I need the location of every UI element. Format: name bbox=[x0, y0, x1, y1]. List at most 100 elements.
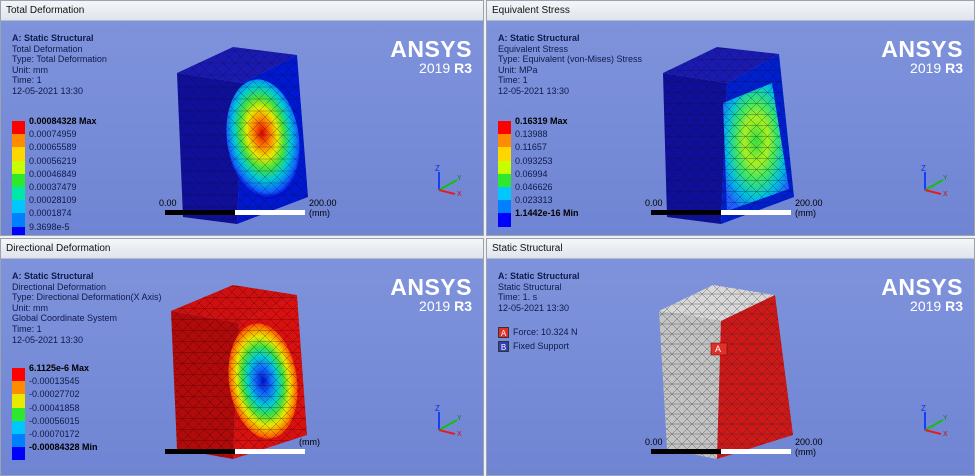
force-marker-icon: A bbox=[498, 327, 509, 339]
mesh-overlay bbox=[177, 47, 308, 224]
boundary-conditions: A Force: 10.324 N B Fixed Support bbox=[498, 326, 578, 354]
panel-directional-deformation[interactable]: Directional Deformation A: Static Struct… bbox=[0, 238, 484, 476]
graphics-viewport[interactable]: A: Static Structural Directional Deforma… bbox=[1, 259, 483, 475]
legend-swatch bbox=[498, 121, 511, 135]
info-line: Time: 1. s bbox=[498, 292, 538, 303]
scale-end: 200.00 (mm) bbox=[795, 437, 823, 457]
ansys-logo: ANSYS 2019 R3 bbox=[881, 36, 963, 77]
panel-equivalent-stress[interactable]: Equivalent Stress A: Static Structural E… bbox=[486, 0, 975, 236]
legend-swatch bbox=[498, 213, 511, 227]
directional-model[interactable] bbox=[1, 259, 484, 476]
support-marker-icon: B bbox=[498, 341, 509, 353]
panel-static-structural[interactable]: Static Structural A: Static Structural S… bbox=[486, 238, 975, 476]
deformed-model[interactable] bbox=[1, 21, 484, 236]
structural-model[interactable]: A bbox=[487, 259, 975, 476]
legend-label: 0.06994 bbox=[515, 168, 548, 179]
x-axis-label: X bbox=[943, 431, 948, 438]
panel-title: Total Deformation bbox=[1, 1, 483, 21]
legend-label: -0.00084328 Min bbox=[29, 442, 98, 453]
info-line: 12-05-2021 13:30 bbox=[12, 334, 84, 345]
legend-label: 1.1442e-16 Min bbox=[515, 208, 579, 219]
legend-label: 0.00074959 bbox=[29, 129, 77, 140]
legend-label: 9.3698e-5 bbox=[29, 221, 70, 232]
legend-swatch bbox=[12, 200, 25, 214]
info-line: Unit: MPa bbox=[498, 64, 538, 75]
legend-swatch bbox=[12, 147, 25, 161]
y-axis-label: Y bbox=[457, 415, 462, 422]
coordinate-triad[interactable]: Z Y X bbox=[431, 164, 465, 198]
legend-label: 0.00037479 bbox=[29, 181, 77, 192]
legend-label: 0.023313 bbox=[515, 195, 553, 206]
legend-label: 0.046626 bbox=[515, 181, 553, 192]
graphics-viewport[interactable]: A: Static Structural Equivalent Stress T… bbox=[487, 21, 974, 235]
brand-name: ANSYS bbox=[390, 274, 472, 300]
scale-end: 200.00 (mm) bbox=[795, 198, 823, 218]
analysis-heading: A: Static Structural bbox=[498, 33, 580, 43]
graphics-viewport[interactable]: A: Static Structural Total Deformation T… bbox=[1, 21, 483, 235]
force-tag-icon[interactable] bbox=[710, 342, 728, 356]
scale-end: 200.00 (mm) bbox=[309, 198, 337, 218]
legend-label: -0.00070172 bbox=[29, 428, 80, 439]
bc-fixed-support[interactable]: B Fixed Support bbox=[498, 340, 578, 354]
legend-swatch bbox=[12, 160, 25, 174]
scale-start: 0.00 bbox=[645, 437, 663, 447]
y-axis-label: Y bbox=[943, 175, 948, 182]
legend-label: 0.16319 Max bbox=[515, 116, 568, 126]
brand-name: ANSYS bbox=[390, 36, 472, 62]
info-line: Type: Equivalent (von-Mises) Stress bbox=[498, 54, 643, 65]
info-line: Unit: mm bbox=[12, 64, 48, 75]
legend-swatch bbox=[498, 147, 511, 161]
z-axis-label: Z bbox=[435, 404, 440, 413]
brand-version: 2019 R3 bbox=[419, 298, 472, 314]
x-axis-label: X bbox=[457, 431, 462, 438]
brand-version: 2019 R3 bbox=[419, 60, 472, 76]
analysis-heading: A: Static Structural bbox=[12, 33, 94, 43]
brand-name: ANSYS bbox=[881, 36, 963, 62]
legend-swatch bbox=[12, 368, 25, 382]
info-line: 12-05-2021 13:30 bbox=[12, 85, 84, 96]
z-axis-label: Z bbox=[921, 404, 926, 413]
y-axis-label: Y bbox=[457, 175, 462, 182]
legend-label: 0.00084328 Max bbox=[29, 116, 97, 126]
graphics-viewport[interactable]: A: Static Structural Static Structural T… bbox=[487, 259, 974, 475]
legend-label: 0.00028109 bbox=[29, 195, 77, 206]
analysis-heading: A: Static Structural bbox=[12, 271, 94, 281]
legend-label: 0.093253 bbox=[515, 155, 553, 166]
coordinate-triad[interactable]: Z Y X bbox=[917, 404, 951, 438]
bc-force[interactable]: A Force: 10.324 N bbox=[498, 326, 578, 340]
result-info: A: Static Structural Static Structural T… bbox=[498, 271, 580, 313]
panel-title: Static Structural bbox=[487, 239, 974, 259]
info-line: 12-05-2021 13:30 bbox=[498, 302, 570, 313]
analysis-heading: A: Static Structural bbox=[498, 271, 580, 281]
z-axis-label: Z bbox=[921, 164, 926, 173]
y-axis-label: Y bbox=[943, 415, 948, 422]
legend-swatch bbox=[498, 186, 511, 201]
legend-label: -0.00041858 bbox=[29, 402, 80, 413]
brand-version: 2019 R3 bbox=[910, 298, 963, 314]
bc-label: Fixed Support bbox=[513, 341, 570, 351]
legend-swatch bbox=[12, 226, 25, 235]
info-line: Type: Directional Deformation(X Axis) bbox=[12, 292, 162, 303]
x-axis-label: X bbox=[943, 191, 948, 198]
panel-total-deformation[interactable]: Total Deformation A: Static Structural T… bbox=[0, 0, 484, 236]
legend-swatch bbox=[12, 134, 25, 148]
info-line: Directional Deformation bbox=[12, 281, 107, 292]
coordinate-triad[interactable]: Z Y X bbox=[917, 164, 951, 198]
bc-label: Force: 10.324 N bbox=[513, 327, 578, 337]
brand-name: ANSYS bbox=[881, 274, 963, 300]
result-info: A: Static Structural Directional Deforma… bbox=[12, 271, 162, 345]
panel-title: Equivalent Stress bbox=[487, 1, 974, 21]
scale-start: 0.00 bbox=[645, 198, 663, 208]
legend-label: 0.0001874 bbox=[29, 208, 72, 219]
legend-label: 6.1125e-6 Max bbox=[29, 363, 90, 373]
legend-label: 0.11657 bbox=[515, 142, 547, 153]
stress-model[interactable] bbox=[487, 21, 975, 236]
z-axis-label: Z bbox=[435, 164, 440, 173]
mesh-overlay bbox=[663, 47, 794, 224]
info-line: Global Coordinate System bbox=[12, 313, 118, 324]
legend-swatch bbox=[498, 134, 511, 148]
legend-swatch bbox=[498, 173, 511, 187]
legend-swatch bbox=[12, 173, 25, 187]
coordinate-triad[interactable]: Z Y X bbox=[431, 404, 465, 438]
legend-swatch bbox=[498, 200, 511, 214]
